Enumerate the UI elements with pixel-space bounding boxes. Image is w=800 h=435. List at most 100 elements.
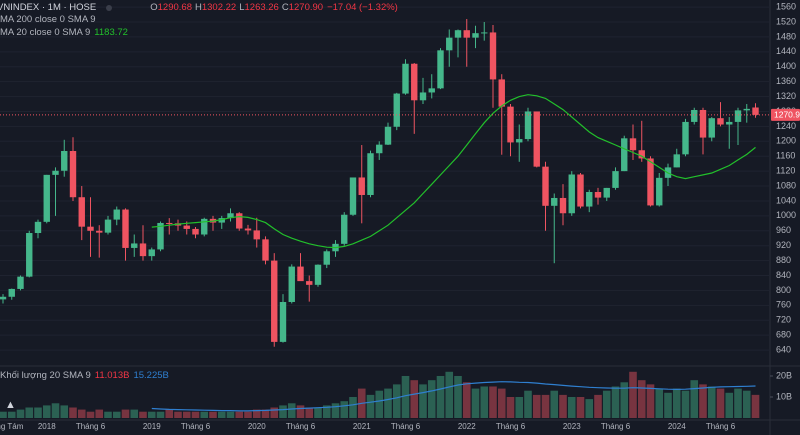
ma20-legend[interactable]: MA 20 close 0 SMA 9 1183.72 <box>0 27 128 38</box>
candle-body <box>472 33 479 38</box>
candle-body <box>376 144 383 154</box>
volume-bar <box>392 384 401 418</box>
y-tick-label: 800 <box>776 285 791 295</box>
volume-bar <box>725 392 734 418</box>
candle-body <box>8 288 15 297</box>
volume-bar <box>550 390 559 418</box>
volume-bar <box>86 411 95 418</box>
ma20-value: 1183.72 <box>94 27 128 38</box>
volume-bar <box>331 403 340 418</box>
candle-body <box>437 50 444 89</box>
volume-bar <box>7 411 16 418</box>
candle-body <box>306 281 313 285</box>
volume-bar <box>165 409 174 418</box>
x-tick-label: 2023 <box>563 422 581 431</box>
volume-bar <box>524 390 532 418</box>
volume-bar <box>147 411 156 418</box>
candle-body <box>166 222 173 224</box>
volume-bar <box>620 382 629 418</box>
volume-bar <box>296 405 305 418</box>
volume-bar <box>121 409 130 418</box>
ohlc-key: C <box>281 2 289 13</box>
volume-bar <box>305 407 314 418</box>
volume-bar <box>629 371 637 418</box>
volume-bar <box>681 390 690 418</box>
volume-bar <box>594 394 602 418</box>
volume-bar <box>541 394 550 418</box>
volume-bar <box>751 394 760 418</box>
candle-body <box>148 249 155 257</box>
volume-bar <box>261 409 270 418</box>
candle-body <box>96 230 103 233</box>
volume-bar <box>42 405 51 418</box>
ohlc-item: L1263.26 <box>239 2 279 13</box>
volume-bar <box>69 407 77 418</box>
candle-body <box>43 174 50 222</box>
candle-body <box>157 222 164 250</box>
volume-bar <box>200 411 209 418</box>
candle-body <box>34 221 42 234</box>
y-tick-label: 1160 <box>776 151 795 161</box>
volume-bar <box>77 409 86 418</box>
last-price-label: 1270.90 <box>774 110 800 120</box>
y-tick-label: 1480 <box>776 31 796 41</box>
volume-bar <box>734 388 742 418</box>
volume-tick-label: 20B <box>776 370 792 380</box>
volume-bar <box>480 386 489 418</box>
candle-body <box>52 170 59 175</box>
candle-body <box>341 214 348 244</box>
candle-body <box>516 139 523 143</box>
y-tick-label: 1200 <box>776 136 796 146</box>
y-tick-label: 1440 <box>776 46 796 56</box>
candle-body <box>673 154 680 168</box>
candle-body <box>367 153 374 195</box>
candle-body <box>271 260 278 342</box>
volume-bar <box>471 388 480 418</box>
candle-body <box>218 218 225 223</box>
y-tick-label: 880 <box>776 255 791 265</box>
candle-body <box>463 30 470 38</box>
y-tick-label: 1360 <box>776 76 796 86</box>
ma20-label: MA 20 close 0 SMA 9 <box>0 27 91 38</box>
candle-body <box>481 32 488 34</box>
volume-label: Khối lượng 20 SMA 9 <box>0 370 91 381</box>
symbol-title[interactable]: VNINDEX · 1M · HOSE <box>0 2 97 13</box>
candle-body <box>682 121 689 155</box>
candle-body <box>131 243 138 248</box>
ohlc-value: 1270.90 <box>288 2 324 13</box>
volume-bar <box>209 411 217 418</box>
candle-body <box>726 121 733 125</box>
x-tick-label: 2021 <box>353 422 371 431</box>
ohlc-item: C1270.90 <box>282 2 323 13</box>
volume-bar <box>611 386 620 418</box>
volume-bar <box>637 380 646 418</box>
candle-body <box>349 177 357 215</box>
volume-bar <box>515 396 524 418</box>
volume-legend[interactable]: Khối lượng 20 SMA 9 11.013B 15.225B <box>0 370 169 381</box>
ohlc-item: H1302.22 <box>195 2 236 13</box>
ohlc-value: 1263.26 <box>244 2 279 13</box>
x-tick-label: Tháng 6 <box>601 422 631 431</box>
volume-bar <box>235 411 244 418</box>
candle-body <box>612 171 619 188</box>
volume-bar <box>60 405 69 418</box>
volume-bar <box>506 396 515 418</box>
candle-body <box>734 110 742 122</box>
y-tick-label: 680 <box>776 330 791 340</box>
volume-bar <box>401 375 410 418</box>
tv-logo[interactable]: ▲ <box>5 399 16 411</box>
candle-body <box>262 239 269 261</box>
candle-body <box>384 126 392 145</box>
ma200-legend[interactable]: MA 200 close 0 SMA 9 <box>0 14 96 25</box>
volume-bar <box>436 375 445 418</box>
candle-body <box>498 79 505 107</box>
volume-bar <box>182 411 191 418</box>
volume-bar <box>672 388 681 418</box>
candle-body <box>288 266 295 302</box>
volume-bar <box>25 407 34 418</box>
y-tick-label: 920 <box>776 240 791 250</box>
x-tick-label: Tháng 6 <box>706 422 736 431</box>
volume-bar <box>244 411 252 418</box>
candle-body <box>524 111 532 140</box>
